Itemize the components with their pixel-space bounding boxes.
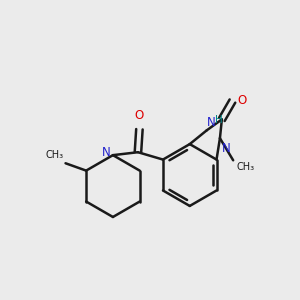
Text: O: O	[135, 109, 144, 122]
Text: H: H	[215, 115, 223, 125]
Text: CH₃: CH₃	[237, 162, 255, 172]
Text: N: N	[222, 142, 231, 155]
Text: N: N	[207, 116, 216, 129]
Text: O: O	[238, 94, 247, 107]
Text: CH₃: CH₃	[45, 150, 63, 160]
Text: N: N	[102, 146, 111, 159]
